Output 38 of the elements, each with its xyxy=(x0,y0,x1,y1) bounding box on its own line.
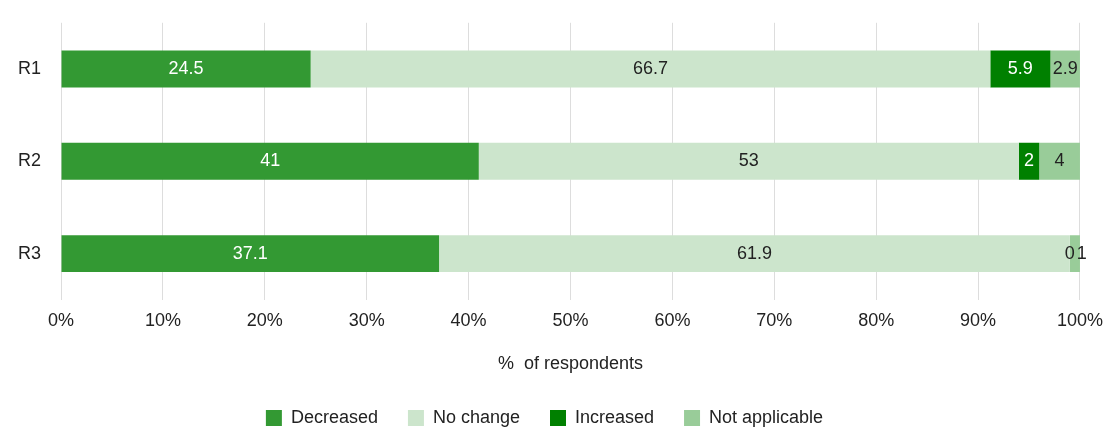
bar xyxy=(61,50,311,88)
data-label: 5.9 xyxy=(1007,57,1033,78)
x-tick-label: 10% xyxy=(144,309,181,330)
legend-label: Increased xyxy=(574,406,655,427)
legend-label: Decreased xyxy=(290,406,378,427)
x-axis-title: % of respondents xyxy=(497,353,644,374)
bar xyxy=(310,50,991,88)
data-label: 41 xyxy=(260,150,281,171)
data-label: 24.5 xyxy=(168,57,204,78)
x-tick-label: 80% xyxy=(858,309,895,330)
x-tick-label: 100% xyxy=(1056,309,1103,330)
data-label: 2 xyxy=(1024,150,1035,171)
x-tick-label: 90% xyxy=(960,309,997,330)
y-tick-label: R2 xyxy=(17,150,42,171)
bar xyxy=(478,142,1019,180)
data-label: 4 xyxy=(1054,150,1065,171)
x-tick-label: 70% xyxy=(756,309,793,330)
bar xyxy=(61,142,479,180)
x-tick-label: 30% xyxy=(348,309,385,330)
bar xyxy=(61,235,440,273)
x-tick-label: 0% xyxy=(48,309,75,330)
data-label: 0 xyxy=(1064,242,1075,263)
x-tick-label: 20% xyxy=(246,309,283,330)
y-tick-label: R3 xyxy=(17,242,42,263)
data-label: 66.7 xyxy=(632,57,669,78)
y-tick-label: R1 xyxy=(17,57,42,78)
data-label: 61.9 xyxy=(736,242,772,263)
x-tick-label: 40% xyxy=(450,309,487,330)
bar xyxy=(990,50,1051,88)
legend-label: Not applicable xyxy=(709,406,824,427)
x-tick-label: 60% xyxy=(654,309,691,330)
data-label: 37.1 xyxy=(232,242,268,263)
data-label: 53 xyxy=(738,150,759,171)
legend-label: No change xyxy=(432,406,521,427)
data-label: 1 xyxy=(1076,242,1087,263)
x-tick-label: 50% xyxy=(552,309,589,330)
bar xyxy=(1039,142,1080,180)
data-label: 2.9 xyxy=(1052,57,1078,78)
